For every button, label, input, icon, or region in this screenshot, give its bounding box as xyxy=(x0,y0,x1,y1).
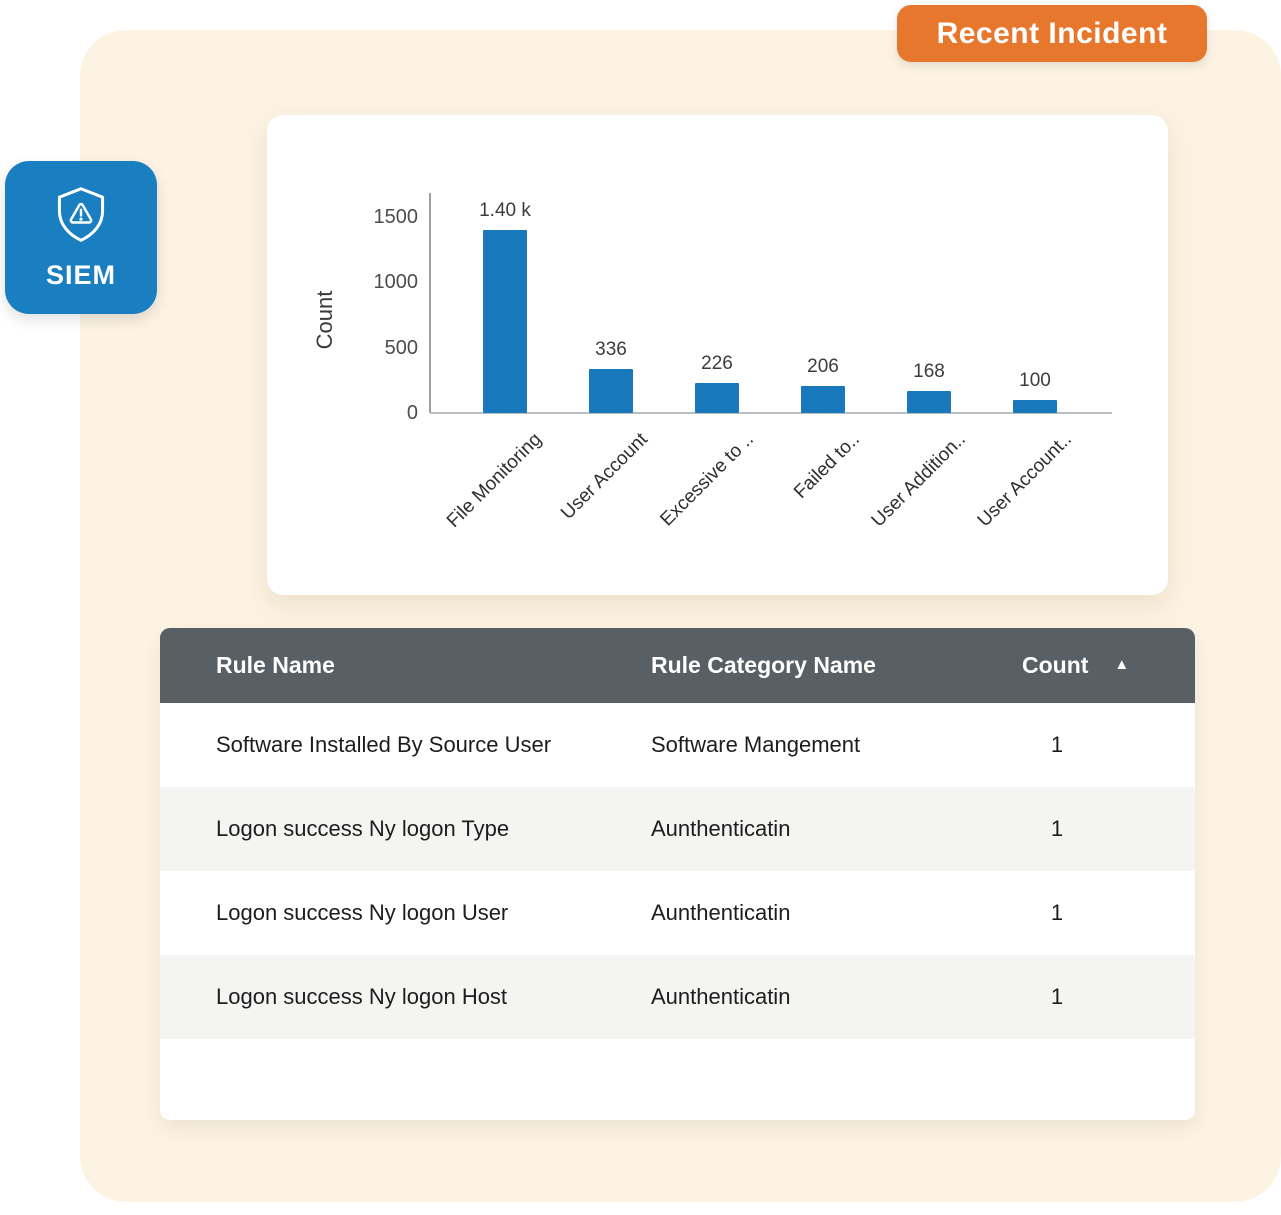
cell-rule-name: Logon success Ny logon Host xyxy=(216,984,508,1009)
bar-value-label: 206 xyxy=(807,356,839,377)
cell-rule-name: Software Installed By Source User xyxy=(216,732,552,757)
y-axis-line xyxy=(429,193,431,413)
recent-incident-badge[interactable]: Recent Incident xyxy=(897,5,1207,62)
col-header-rule-category-name[interactable]: Rule Category Name xyxy=(651,652,876,678)
bar-value-label: 1.40 k xyxy=(479,200,531,221)
y-axis-title: Count xyxy=(312,290,337,350)
table-row[interactable]: Logon success Ny logon Host Aunthenticati… xyxy=(160,955,1195,1039)
col-header-rule-name[interactable]: Rule Name xyxy=(216,652,335,678)
cell-count: 1 xyxy=(1022,900,1155,926)
chart-bar[interactable] xyxy=(907,391,951,413)
count-header-label: Count xyxy=(1022,652,1089,678)
shield-alert-icon xyxy=(50,185,112,250)
chart-bar[interactable] xyxy=(589,369,633,413)
bar-value-label: 226 xyxy=(701,353,733,374)
siem-badge: SIEM xyxy=(5,161,157,314)
table-row[interactable]: Software Installed By Source User Softwar… xyxy=(160,703,1195,787)
bar-value-label: 336 xyxy=(595,339,627,360)
count-value: 1 xyxy=(1050,732,1064,757)
y-tick-label: 1000 xyxy=(373,271,419,294)
count-value: 1 xyxy=(1050,900,1064,925)
cell-rule-name: Logon success Ny logon User xyxy=(216,900,509,925)
rules-table-card: Rule Name Rule Category Name Count ▲ Sof… xyxy=(160,628,1195,1120)
table-body: Software Installed By Source User Softwar… xyxy=(160,703,1195,1039)
y-tick-label: 500 xyxy=(384,336,418,359)
cell-rule-category-name: Software Mangement xyxy=(651,732,861,757)
cell-rule-category-name: Aunthenticatin xyxy=(651,900,791,925)
count-value: 1 xyxy=(1050,816,1064,841)
col-header-count[interactable]: Count ▲ xyxy=(1022,652,1155,679)
table-row[interactable]: Logon success Ny logon Type Aunthenticati… xyxy=(160,787,1195,871)
siem-label: SIEM xyxy=(45,259,116,290)
bar-plot: 1500 1000 500 0 1.40 k File Monitoring 336 User… xyxy=(374,193,1112,532)
table-header-row: Rule Name Rule Category Name Count ▲ xyxy=(160,628,1195,703)
y-tick-label: 0 xyxy=(406,402,418,424)
chart-bar[interactable] xyxy=(483,230,527,413)
sort-ascending-icon[interactable]: ▲ xyxy=(1114,656,1130,673)
cell-rule-name: Logon success Ny logon Type xyxy=(216,816,510,841)
cell-rule-category-name: Aunthenticatin xyxy=(651,816,791,841)
table-row[interactable]: Logon success Ny logon User Aunthenticati… xyxy=(160,871,1195,955)
cell-rule-category-name: Aunthenticatin xyxy=(651,984,791,1009)
x-axis-line xyxy=(430,412,1112,414)
cell-count: 1 xyxy=(1022,732,1155,758)
chart-bar[interactable] xyxy=(695,383,739,413)
y-tick-label: 1500 xyxy=(373,206,419,228)
cell-count: 1 xyxy=(1022,984,1155,1010)
chart-bar[interactable] xyxy=(1013,400,1057,413)
chart-bar[interactable] xyxy=(801,386,845,413)
bar-value-label: 100 xyxy=(1019,370,1051,391)
count-value: 1 xyxy=(1050,984,1064,1009)
bar-value-label: 168 xyxy=(913,361,945,382)
cell-count: 1 xyxy=(1022,816,1155,842)
incident-count-chart-card: Count 1500 1000 500 0 1.40 k File Monitoring 3… xyxy=(267,115,1168,595)
